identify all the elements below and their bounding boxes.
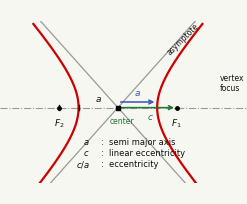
- Text: vertex: vertex: [220, 74, 245, 83]
- Text: :  linear eccentricity: : linear eccentricity: [101, 149, 185, 158]
- Text: focus: focus: [220, 84, 240, 93]
- Text: $c$: $c$: [83, 149, 90, 158]
- Text: $c/a$: $c/a$: [76, 159, 90, 170]
- Text: $a$: $a$: [134, 89, 141, 98]
- Text: center: center: [110, 117, 135, 126]
- Text: $a$: $a$: [83, 138, 90, 147]
- Text: :  eccentricity: : eccentricity: [101, 160, 159, 169]
- Text: asymptote: asymptote: [165, 21, 200, 57]
- Text: :  semi major axis: : semi major axis: [101, 138, 176, 147]
- Text: $a$: $a$: [95, 95, 102, 104]
- Text: $F_2$: $F_2$: [54, 118, 64, 130]
- Text: $c$: $c$: [147, 113, 154, 122]
- Text: $F_1$: $F_1$: [171, 118, 182, 130]
